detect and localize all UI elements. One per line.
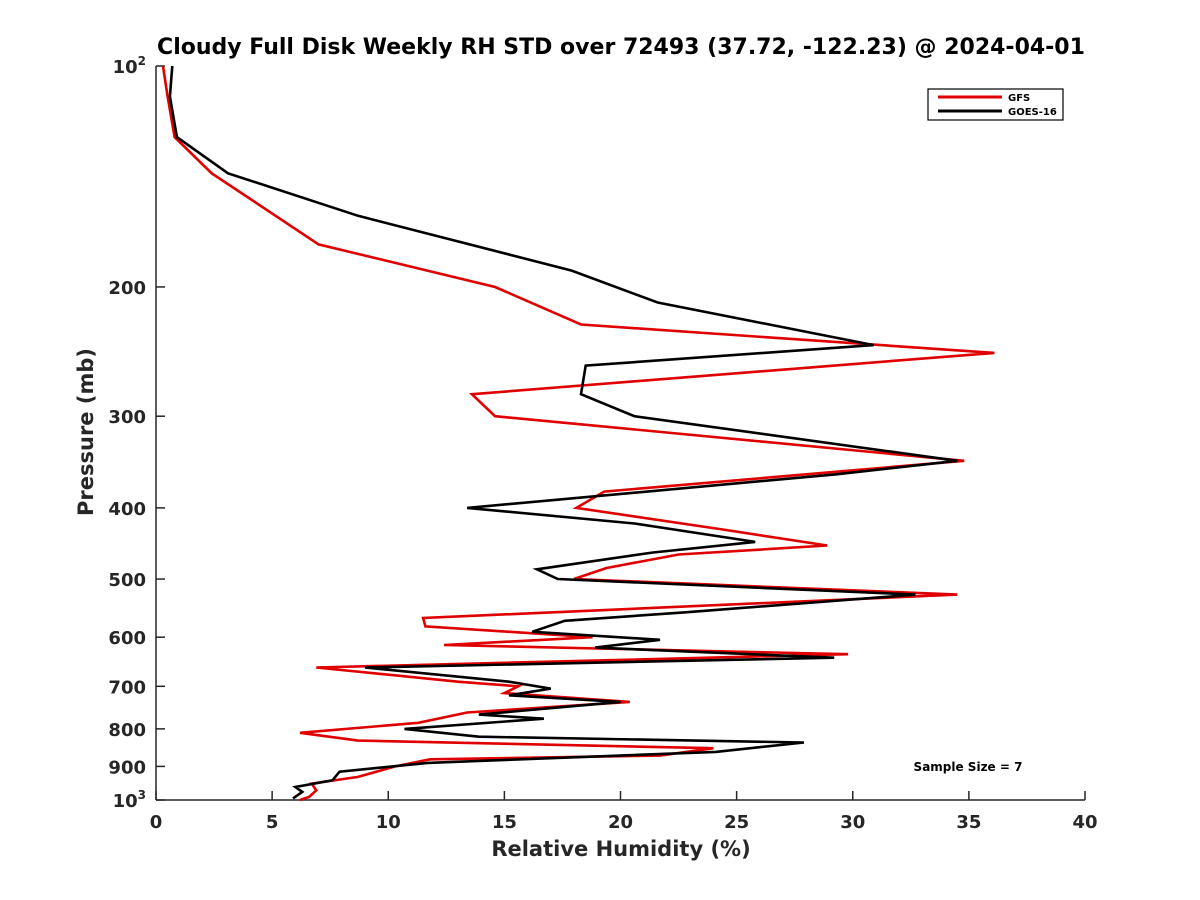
sample-size-annotation: Sample Size = 7	[914, 760, 1023, 774]
y-tick-label: 800	[108, 720, 146, 741]
y-tick-label: 900	[108, 757, 146, 778]
legend-label-goes16: GOES-16	[1008, 107, 1057, 118]
y-tick-label-base: 10	[113, 791, 138, 812]
y-tick-label-base: 10	[113, 57, 138, 78]
x-tick-label: 15	[492, 812, 517, 833]
plot-area: 0 5 10 15 20 25 30 35 40102200300400500600700800…	[108, 54, 1097, 833]
y-tick-label: 102	[113, 54, 146, 78]
legend-box	[927, 88, 1064, 121]
x-tick-label: 10	[376, 812, 401, 833]
x-tick-label: 40	[1072, 812, 1097, 833]
x-tick-label: 0	[150, 812, 163, 833]
chart-title: Cloudy Full Disk Weekly RH STD over 7249…	[157, 35, 1085, 60]
legend: GFS GOES-16	[927, 88, 1064, 121]
y-tick-label: 400	[108, 499, 146, 520]
x-tick-label: 25	[724, 812, 749, 833]
series-line-goes-16	[168, 65, 958, 800]
x-tick-label: 5	[266, 812, 279, 833]
y-axis-label: Pressure (mb)	[74, 348, 98, 516]
y-tick-label: 500	[108, 570, 146, 591]
y-tick-label: 600	[108, 628, 146, 649]
legend-label-gfs: GFS	[1008, 93, 1030, 104]
y-tick-label-exponent: 2	[138, 54, 146, 68]
y-tick-label: 300	[108, 407, 146, 428]
y-tick-label: 200	[108, 278, 146, 299]
y-tick-label-exponent: 3	[138, 788, 146, 802]
x-tick-label: 20	[608, 812, 633, 833]
x-tick-label: 35	[956, 812, 981, 833]
x-axis-label: Relative Humidity (%)	[491, 837, 750, 861]
y-tick-label: 700	[108, 677, 146, 698]
y-tick-label: 103	[113, 788, 146, 812]
x-tick-label: 30	[840, 812, 865, 833]
